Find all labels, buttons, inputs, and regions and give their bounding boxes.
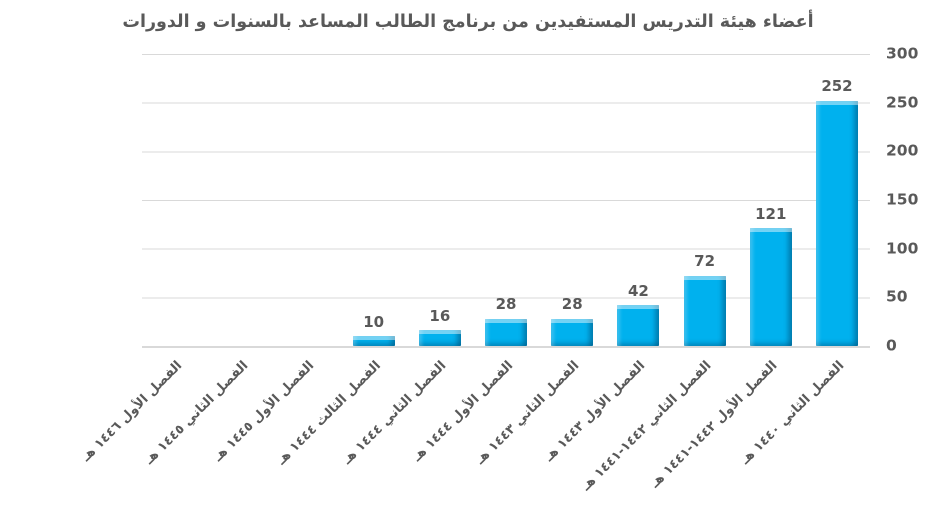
bar xyxy=(815,100,858,346)
y-axis-tick-label: 250 xyxy=(886,92,919,111)
bar xyxy=(749,228,792,346)
bar-slot xyxy=(142,54,208,346)
bars-container: 10 16 28 28 42 72 121 xyxy=(142,54,870,346)
y-axis-tick-label: 200 xyxy=(886,141,919,160)
bar-value-label: 42 xyxy=(627,281,649,300)
bar xyxy=(352,336,395,346)
y-axis: 300 250 200 150 100 50 0 xyxy=(886,46,934,353)
bar-value-label: 28 xyxy=(495,295,517,314)
y-axis-tick-label: 150 xyxy=(886,190,919,209)
bar-slot: 252 xyxy=(804,54,870,346)
bar-slot: 72 xyxy=(672,54,738,346)
bar xyxy=(683,275,726,346)
bar-slot xyxy=(274,54,340,346)
x-axis: الفصل الأول ١٤٤٦ هـ الفصل الثاني ١٤٤٥ هـ… xyxy=(79,350,870,531)
chart-title: أعضاء هيئة التدريس المستفيدين من برنامج … xyxy=(122,12,814,32)
bar-slot xyxy=(208,54,274,346)
bar-value-label: 28 xyxy=(561,295,583,314)
bar-slot: 28 xyxy=(473,54,539,346)
y-axis-tick-label: 100 xyxy=(886,238,919,257)
bar-slot: 42 xyxy=(605,54,671,346)
y-axis-tick-label: 0 xyxy=(886,336,897,355)
bar-slot: 10 xyxy=(341,54,407,346)
x-label-slot: الفصل الثاني ١٤٤٠ هـ xyxy=(738,350,870,531)
bar-value-label: 10 xyxy=(363,312,385,331)
bar xyxy=(418,330,461,346)
bar-value-label: 72 xyxy=(694,252,716,271)
bar-value-label: 252 xyxy=(821,77,853,96)
bar-value-label: 121 xyxy=(755,204,787,223)
bar xyxy=(617,305,660,346)
bar-slot: 16 xyxy=(407,54,473,346)
bar xyxy=(551,318,594,346)
y-axis-tick-label: 300 xyxy=(886,44,919,63)
bar-slot: 28 xyxy=(539,54,605,346)
bar xyxy=(485,318,528,346)
bar-value-label: 16 xyxy=(429,306,451,325)
bar-slot: 121 xyxy=(738,54,804,346)
plot-area: 10 16 28 28 42 72 121 xyxy=(142,54,870,348)
y-axis-tick-label: 50 xyxy=(886,287,908,306)
